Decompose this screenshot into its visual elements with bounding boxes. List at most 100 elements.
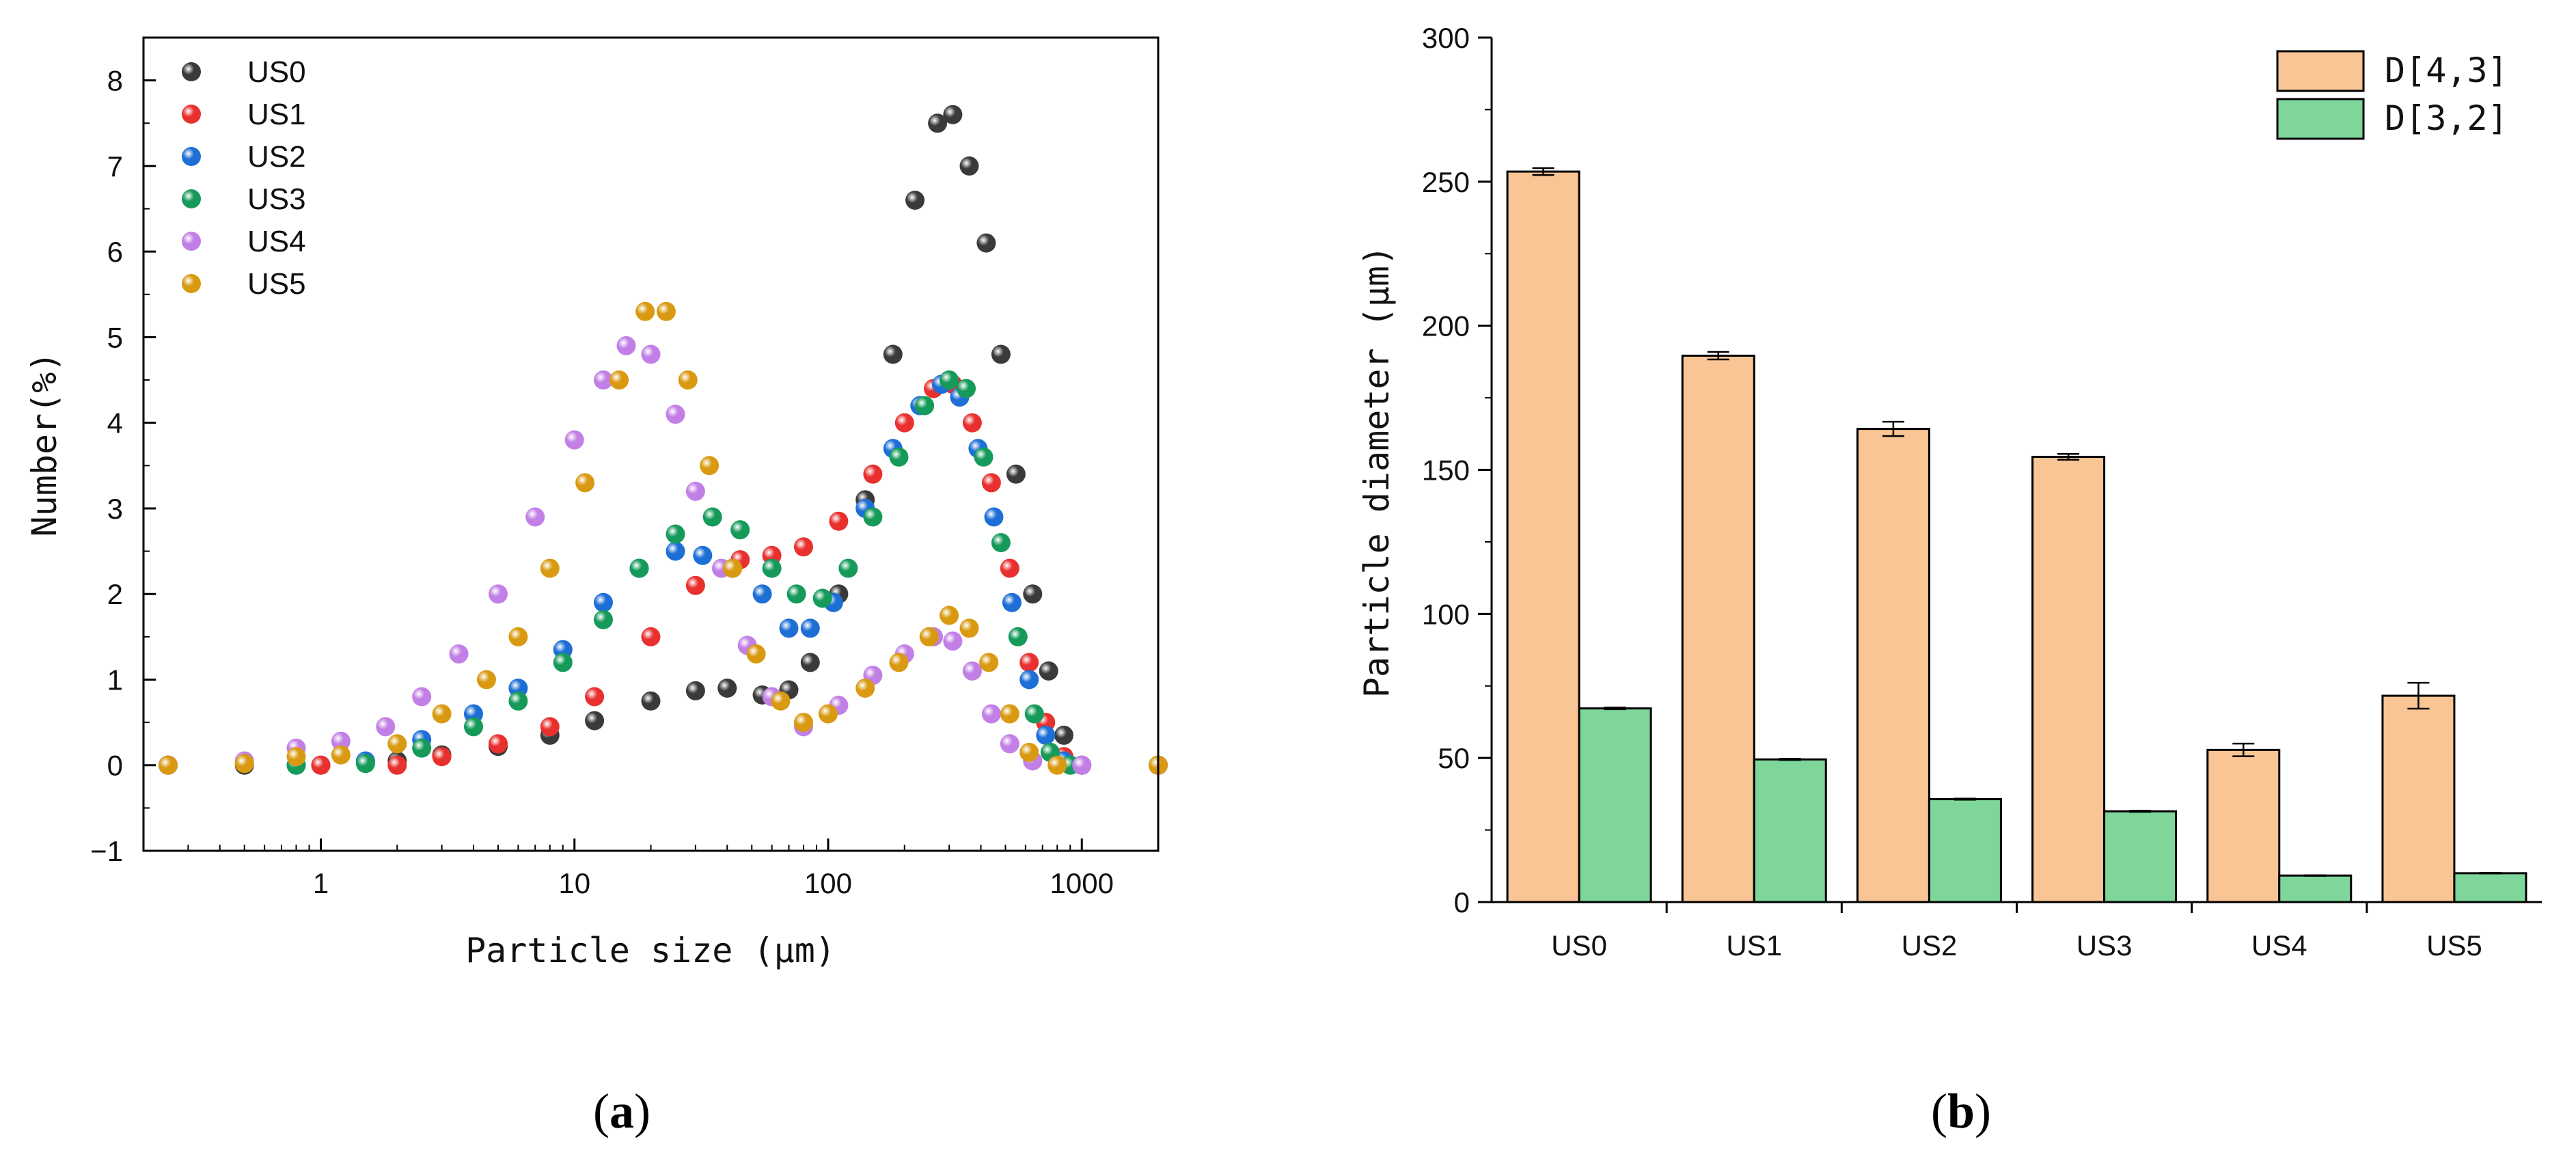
- point-us0: [1023, 584, 1043, 604]
- point-us0: [943, 105, 963, 124]
- y-tick-label: 7: [107, 150, 123, 182]
- point-us1: [585, 687, 605, 707]
- point-us2: [800, 618, 820, 638]
- y-axis-ticks-b: 0 50 100 150 200 250 300: [1422, 22, 1492, 918]
- point-us1: [894, 413, 914, 433]
- point-us0: [991, 344, 1011, 364]
- point-us5: [794, 713, 813, 733]
- point-us4: [1000, 734, 1019, 754]
- point-us5: [700, 456, 720, 476]
- point-us5: [746, 644, 766, 664]
- y-tick-label: 3: [107, 493, 123, 525]
- x-tick-label: 10: [558, 867, 590, 899]
- point-us5: [609, 370, 629, 390]
- point-us5: [855, 679, 875, 698]
- point-us1: [540, 717, 560, 737]
- point-us5: [678, 370, 698, 390]
- point-us4: [376, 717, 396, 737]
- bar-d43-us2: [1856, 428, 1930, 903]
- point-us3: [1024, 704, 1044, 724]
- legend-marker-us0: [182, 62, 201, 81]
- y-tick-label: 50: [1438, 742, 1470, 774]
- point-us3: [812, 588, 832, 608]
- legend-a: US0 US1 US2 US3 US4 US5: [182, 55, 306, 301]
- x-tick-label: 100: [804, 867, 852, 899]
- point-us3: [553, 653, 573, 672]
- y-tick-label: 1: [107, 664, 123, 696]
- point-us4: [594, 370, 613, 390]
- point-us1: [829, 511, 849, 531]
- bar-d32-us0: [1578, 707, 1652, 903]
- bar-d32-us2: [1928, 797, 2002, 903]
- point-us3: [464, 717, 483, 737]
- point-us2: [594, 592, 613, 612]
- y-tick-label: 5: [107, 321, 123, 353]
- point-us0: [1006, 464, 1026, 484]
- point-us4: [666, 405, 685, 424]
- legend-label-us3: US3: [247, 182, 306, 216]
- y-tick-label: 0: [1454, 886, 1470, 918]
- y-tick-label: 250: [1422, 166, 1470, 198]
- point-us0: [800, 653, 820, 672]
- point-us3: [863, 507, 883, 527]
- point-us5: [919, 627, 939, 646]
- x-tick-label: 1000: [1050, 867, 1114, 899]
- y-axis-label-b: Particle diameter (μm): [1357, 245, 1397, 698]
- point-us0: [1054, 725, 1073, 745]
- point-us3: [629, 558, 649, 578]
- x-tick-label: US4: [2251, 929, 2307, 962]
- y-axis-label-a: Number(%): [25, 352, 64, 537]
- point-us5: [979, 653, 999, 672]
- point-us5: [432, 704, 452, 724]
- point-us5: [234, 754, 254, 774]
- y-axis-ticks-a: −1 0 1 2 3 4 5 6 7 8: [90, 65, 156, 867]
- bar-d32-us1: [1753, 758, 1827, 903]
- point-us3: [412, 738, 432, 758]
- point-us2: [1036, 725, 1056, 745]
- x-tick-label: US2: [1902, 929, 1958, 962]
- bar-d43-us5: [2381, 694, 2456, 903]
- y-tick-label: 2: [107, 578, 123, 610]
- legend-label-us2: US2: [247, 140, 306, 174]
- bar-d32-us4: [2278, 874, 2353, 903]
- y-tick-label: 150: [1422, 454, 1470, 487]
- y-tick-label: 8: [107, 65, 123, 97]
- point-us3: [762, 558, 782, 578]
- bar-d43-us1: [1681, 355, 1755, 903]
- x-axis-ticks-b: US0 US1 US2 US3 US4 US5: [1551, 902, 2482, 962]
- panel-letter-b: b: [1947, 1084, 1975, 1138]
- y-tick-label: 6: [107, 236, 123, 268]
- point-us0: [976, 233, 996, 253]
- point-us3: [915, 396, 935, 415]
- x-tick-label: 1: [313, 867, 329, 899]
- bar-d43-us3: [2031, 456, 2106, 903]
- point-us3: [838, 558, 858, 578]
- legend-label-us4: US4: [247, 225, 306, 258]
- legend-marker-us1: [182, 105, 201, 124]
- point-us0: [717, 679, 737, 698]
- legend-marker-us2: [182, 147, 201, 166]
- point-us0: [641, 691, 661, 711]
- point-us3: [786, 584, 806, 604]
- point-us0: [1039, 661, 1058, 681]
- point-us3: [889, 447, 909, 467]
- point-us0: [928, 113, 948, 133]
- legend-label-d43: D[4,3]: [2385, 51, 2508, 90]
- point-us5: [889, 653, 909, 672]
- point-us1: [1000, 558, 1019, 578]
- point-us1: [1019, 653, 1039, 672]
- point-us3: [974, 447, 994, 467]
- point-us2: [779, 618, 799, 638]
- bar-d32-us5: [2453, 872, 2527, 903]
- panel-letter-a: a: [609, 1084, 634, 1138]
- point-us3: [1008, 627, 1028, 646]
- bar-d32-us3: [2103, 810, 2178, 903]
- point-us5: [331, 745, 351, 765]
- point-us2: [1019, 670, 1039, 690]
- point-us4: [1072, 755, 1092, 775]
- legend-marker-us5: [182, 274, 201, 293]
- x-axis-ticks-a: 1 10 100 1000: [143, 838, 1159, 899]
- point-us5: [723, 558, 743, 578]
- point-us3: [940, 370, 959, 390]
- panel-b: US0 US1 US2 US3 US4 US5 0 50 100 150 200 250 300 Pa…: [1357, 22, 2542, 1138]
